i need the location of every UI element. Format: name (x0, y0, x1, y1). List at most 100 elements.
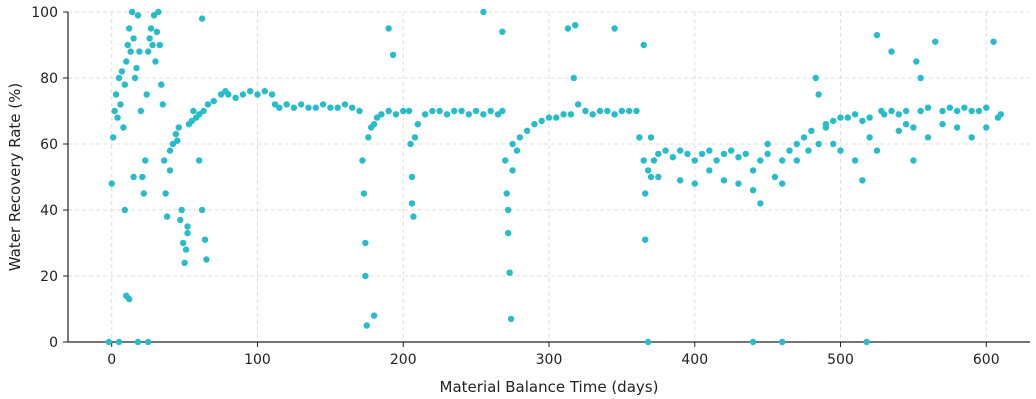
data-point (363, 322, 371, 329)
data-point (152, 58, 159, 65)
data-point (779, 180, 786, 187)
data-point (200, 107, 207, 115)
data-point (822, 121, 830, 128)
data-point (472, 107, 480, 115)
data-point (727, 147, 735, 154)
data-point (254, 91, 261, 98)
data-point (349, 104, 356, 111)
data-point (713, 157, 720, 164)
data-point (408, 200, 416, 207)
data-point (149, 41, 156, 49)
data-point (111, 107, 118, 115)
data-point (443, 111, 451, 118)
data-point (283, 101, 290, 108)
data-point (812, 74, 819, 82)
data-point (276, 104, 283, 111)
data-point (137, 107, 145, 115)
data-point (451, 107, 458, 115)
data-point (268, 91, 276, 98)
data-point (504, 229, 512, 237)
data-point (676, 147, 684, 154)
data-point (121, 206, 129, 214)
y-tick-label: 40 (40, 203, 58, 219)
data-point (888, 48, 895, 55)
data-point (793, 140, 800, 148)
x-tick-label: 200 (390, 352, 417, 368)
data-point (225, 91, 232, 98)
data-point (146, 35, 153, 42)
data-point (217, 91, 225, 98)
data-point (188, 117, 196, 125)
data-point (574, 101, 582, 108)
data-point (499, 107, 506, 115)
data-point (851, 157, 859, 164)
data-point (123, 58, 130, 65)
data-point (190, 107, 197, 115)
data-point (640, 41, 647, 49)
data-point (118, 68, 126, 75)
data-point (553, 114, 560, 121)
data-point (378, 111, 385, 118)
data-point (195, 111, 203, 118)
data-point (895, 111, 903, 118)
data-point (414, 121, 422, 128)
data-point (902, 107, 910, 115)
data-point (779, 338, 786, 346)
data-point (644, 338, 652, 346)
data-point (567, 111, 575, 118)
data-point (155, 8, 162, 16)
data-point (830, 117, 837, 125)
data-point (126, 25, 133, 32)
data-point (411, 134, 419, 141)
data-point (436, 107, 443, 115)
data-point (506, 269, 513, 276)
data-point (837, 147, 844, 154)
data-point (650, 157, 658, 164)
data-point (392, 111, 400, 118)
data-point (114, 114, 121, 121)
data-point (499, 28, 506, 35)
data-point (465, 111, 473, 118)
data-point (975, 107, 983, 115)
data-point (144, 48, 152, 55)
data-point (764, 140, 771, 148)
data-point (177, 216, 184, 224)
data-point (261, 88, 268, 95)
data-point (749, 167, 757, 174)
data-point (298, 101, 305, 108)
data-point (362, 239, 369, 247)
data-point (290, 104, 298, 111)
data-point (161, 157, 168, 164)
data-point (808, 127, 815, 134)
data-point (105, 338, 113, 346)
data-point (198, 15, 206, 22)
tick-labels: 0 100 200 300 400 500 600 0 20 40 60 80 100 (31, 5, 999, 368)
data-point (159, 101, 166, 108)
data-point (370, 312, 378, 319)
data-point (124, 41, 131, 49)
data-point (589, 111, 596, 118)
data-point (953, 107, 961, 115)
data-point (429, 107, 436, 115)
data-point (480, 111, 487, 118)
data-point (863, 338, 870, 346)
data-point (582, 107, 589, 115)
data-point (851, 111, 859, 118)
data-point (662, 147, 669, 154)
data-point (365, 134, 372, 141)
data-point (504, 206, 512, 214)
data-point (509, 167, 516, 174)
data-point (684, 150, 691, 158)
data-point (531, 121, 538, 128)
data-point (917, 74, 924, 82)
data-point (389, 51, 397, 59)
data-point (844, 114, 852, 121)
data-point (169, 140, 177, 148)
x-axis-label: Material Balance Time (days) (440, 378, 659, 396)
data-point (932, 38, 939, 45)
data-point (604, 107, 611, 115)
data-point (179, 239, 187, 247)
data-point (385, 107, 392, 115)
x-tick-label: 300 (536, 352, 563, 368)
